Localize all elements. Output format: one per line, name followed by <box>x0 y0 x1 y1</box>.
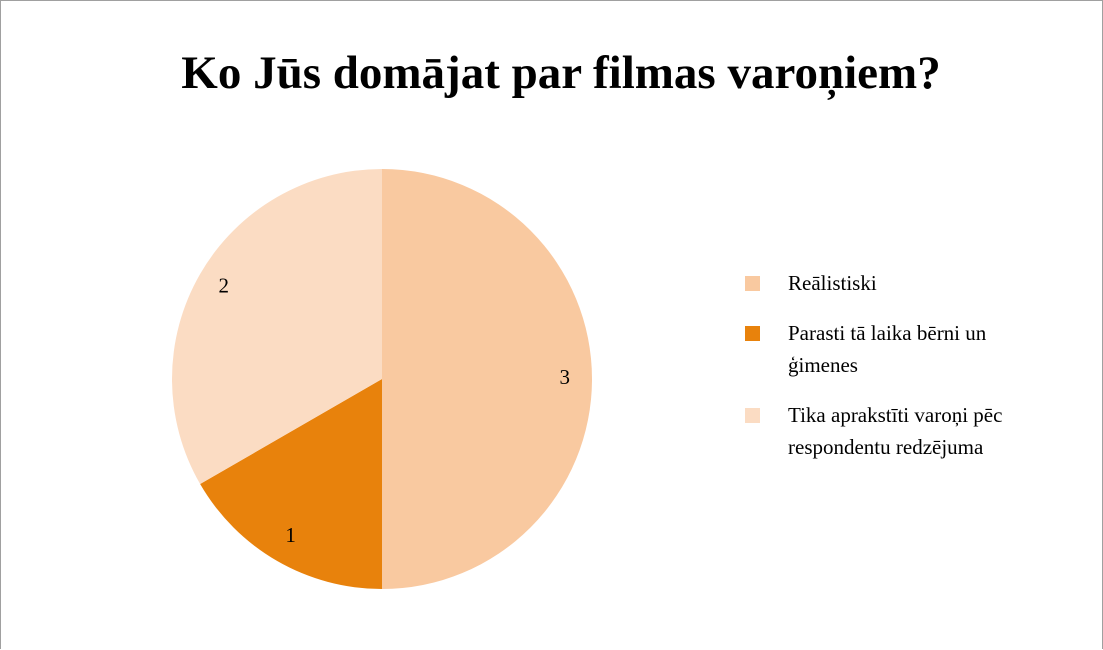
legend-item: Reālistiski <box>745 267 1045 299</box>
legend-item: Tika aprakstīti varoņi pēc respondentu r… <box>745 399 1045 463</box>
pie-slice <box>171 169 382 484</box>
legend-label: Tika aprakstīti varoņi pēc respondentu r… <box>788 403 1003 459</box>
legend-swatch <box>745 276 760 291</box>
legend-label: Parasti tā laika bērni un ģimenes <box>788 321 987 377</box>
data-label: 3 <box>559 365 570 389</box>
legend-swatch <box>745 408 760 423</box>
legend-item: Parasti tā laika bērni un ģimenes <box>745 317 1045 381</box>
pie-slice <box>200 379 382 589</box>
data-label: 1 <box>285 523 296 547</box>
legend: Reālistiski Parasti tā laika bērni un ģim… <box>745 267 1045 481</box>
pie-slice <box>382 169 592 589</box>
legend-label: Reālistiski <box>788 271 877 295</box>
chart-title: Ko Jūs domājat par filmas varoņiem? <box>181 47 940 100</box>
legend-swatch <box>745 326 760 341</box>
data-label: 2 <box>219 273 230 297</box>
